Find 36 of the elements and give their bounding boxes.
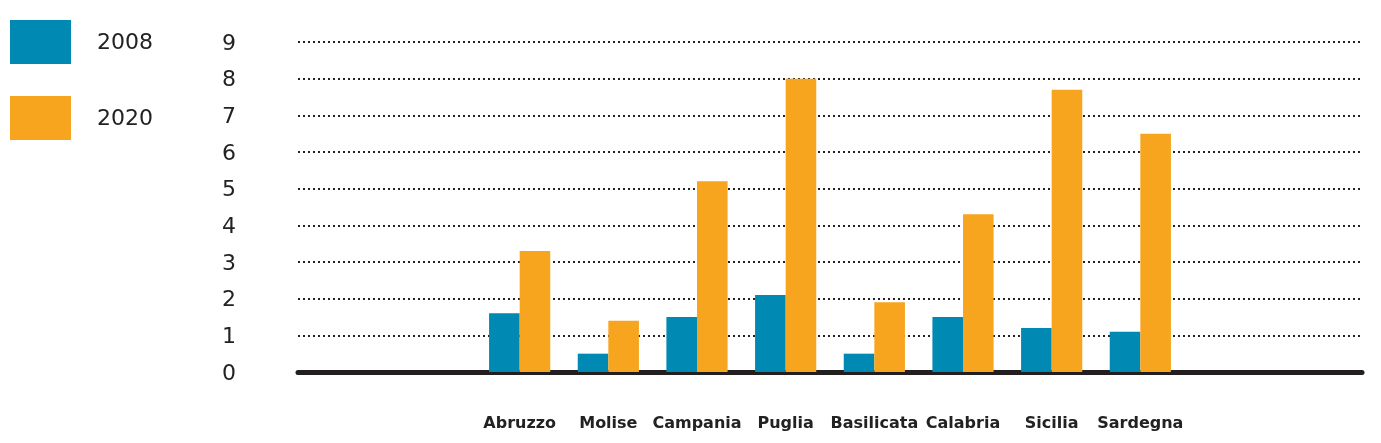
- y-tick-label: 6: [222, 139, 236, 165]
- y-tick-label: 0: [222, 359, 236, 385]
- bar: [1021, 328, 1052, 372]
- y-tick-label: 7: [222, 102, 236, 128]
- bar: [843, 353, 875, 372]
- x-tick-label: Basilicata: [830, 412, 919, 432]
- x-tick-label: Calabria: [925, 412, 1001, 432]
- bar: [577, 353, 609, 372]
- y-tick-label: 5: [222, 176, 236, 202]
- bar: [785, 78, 817, 372]
- bar: [755, 295, 786, 372]
- x-tick-label: Sardegna: [1097, 412, 1184, 432]
- bar: [1051, 89, 1083, 372]
- bar: [608, 320, 639, 372]
- y-tick-label: 2: [222, 286, 236, 312]
- bar: [489, 313, 520, 372]
- legend-label: 2020: [97, 105, 153, 131]
- bar: [963, 214, 994, 372]
- y-tick-label: 1: [222, 322, 236, 348]
- bar: [697, 181, 728, 372]
- bar: [519, 251, 551, 372]
- x-tick-label: Sicilia: [1024, 412, 1079, 432]
- y-tick-label: 8: [222, 66, 236, 92]
- x-tick-label: Molise: [579, 412, 638, 432]
- bar: [666, 317, 697, 372]
- bar: [1109, 331, 1141, 372]
- y-tick-label: 4: [222, 212, 236, 238]
- y-tick-label: 9: [222, 29, 236, 55]
- y-tick-label: 3: [222, 249, 236, 275]
- x-tick-label: Abruzzo: [483, 412, 557, 432]
- x-tick-label: Campania: [652, 412, 742, 432]
- x-tick-label: Puglia: [757, 412, 814, 432]
- legend-label: 2008: [97, 29, 153, 55]
- bar: [1140, 133, 1171, 372]
- bar: [932, 317, 963, 372]
- bar: [874, 302, 905, 372]
